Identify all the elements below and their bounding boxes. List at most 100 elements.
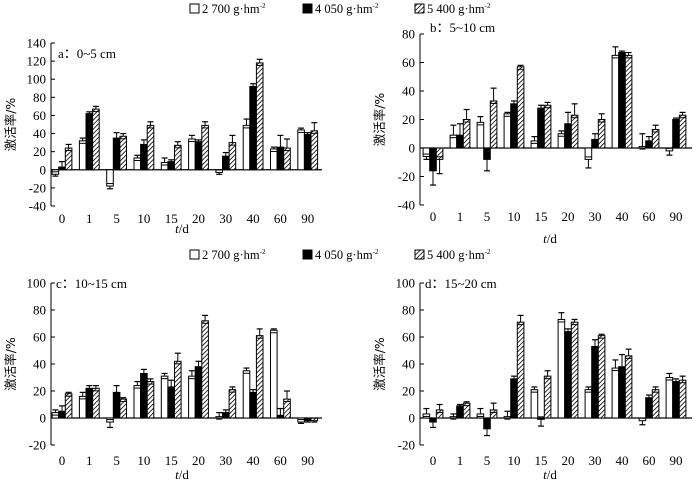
- x-tick-label: 10: [508, 453, 521, 468]
- bar: [92, 387, 100, 419]
- x-tick-label: 90: [301, 211, 314, 226]
- y-tick-label: 140: [27, 36, 47, 51]
- y-tick-label: 120: [27, 54, 47, 69]
- x-tick-label: 15: [535, 209, 548, 224]
- bar: [462, 119, 471, 149]
- legend-swatch-solid: [302, 3, 313, 14]
- y-tick-label: 80: [33, 303, 46, 318]
- bar: [483, 147, 491, 160]
- bar: [564, 331, 572, 419]
- bar: [489, 100, 498, 149]
- y-tick-label: 40: [402, 84, 415, 99]
- legend-swatch-solid: [302, 249, 313, 260]
- y-axis-title: 激活率/%: [372, 337, 387, 391]
- bar: [297, 129, 305, 171]
- bar: [584, 389, 593, 419]
- y-tick-label: 40: [33, 126, 46, 141]
- bar: [516, 66, 525, 149]
- legend-label-exponent: -2: [485, 2, 491, 10]
- x-axis-title: t/d: [543, 231, 557, 246]
- x-tick-label: 15: [535, 453, 548, 468]
- x-tick-label: 90: [301, 453, 314, 468]
- y-tick-label: 60: [33, 108, 46, 123]
- y-tick-label: 80: [33, 90, 46, 105]
- bar: [303, 133, 312, 171]
- bar: [422, 147, 431, 158]
- y-tick-label: -40: [29, 199, 46, 214]
- x-axis-title-var: t: [543, 231, 547, 246]
- y-axis-title: 激活率/%: [3, 98, 18, 152]
- y-tick-label: 80: [402, 27, 415, 42]
- y-tick-label: 80: [402, 303, 415, 318]
- bar: [611, 367, 620, 419]
- bar: [64, 147, 73, 171]
- legend-label-exponent: -2: [373, 2, 379, 10]
- bar: [456, 405, 464, 419]
- bar: [591, 138, 599, 149]
- bar: [167, 161, 175, 171]
- x-tick-label: 20: [562, 453, 575, 468]
- bar: [249, 85, 257, 171]
- x-tick-label: 5: [113, 211, 120, 226]
- x-tick-label: 1: [457, 453, 464, 468]
- legend: 2 700 g·hm-2 4 050 g·hm-2 5 400 g·hm-2: [189, 248, 491, 262]
- x-tick-label: 60: [643, 209, 656, 224]
- bar: [516, 321, 525, 419]
- bar: [78, 140, 87, 171]
- bar: [456, 134, 464, 149]
- x-tick-label: 0: [59, 211, 66, 226]
- x-tick-label: 20: [192, 453, 205, 468]
- bar: [537, 417, 545, 420]
- x-axis-title-unit: /d: [179, 221, 190, 236]
- bar: [665, 377, 674, 419]
- bar: [570, 114, 579, 149]
- bar: [133, 385, 142, 419]
- bar: [435, 409, 444, 419]
- bar: [228, 142, 237, 171]
- bar: [449, 134, 458, 149]
- bar: [618, 366, 626, 419]
- y-tick-label: -20: [29, 438, 46, 453]
- x-axis-title-var: t: [175, 221, 179, 236]
- bar: [510, 103, 518, 149]
- x-tick-label: 60: [274, 453, 287, 468]
- bar: [112, 391, 121, 419]
- bar: [570, 321, 579, 419]
- y-tick-label: 100: [396, 276, 416, 291]
- bar: [112, 137, 121, 171]
- bar: [557, 318, 566, 419]
- x-axis-title-var: t: [175, 467, 179, 482]
- bar: [672, 381, 680, 419]
- bar: [435, 147, 444, 160]
- bar: [242, 370, 251, 419]
- legend-swatch-open: [189, 249, 200, 260]
- legend-label: 5 400 g·hm-2: [427, 248, 491, 262]
- bar: [597, 335, 606, 419]
- y-tick-label: -40: [398, 198, 415, 213]
- bar: [167, 386, 175, 419]
- y-tick-label: 60: [33, 330, 46, 345]
- y-tick-label: 20: [402, 384, 415, 399]
- legend-swatch-open: [189, 3, 200, 14]
- bar: [194, 366, 203, 419]
- x-tick-label: 1: [86, 211, 93, 226]
- bar: [672, 119, 680, 149]
- x-tick-label: 40: [247, 211, 260, 226]
- bar: [255, 335, 264, 419]
- legend-label: 5 400 g·hm-2: [427, 2, 491, 16]
- bar: [58, 410, 66, 419]
- x-tick-label: 30: [219, 211, 232, 226]
- y-tick-label: 40: [402, 357, 415, 372]
- legend-label-exponent: -2: [373, 248, 379, 256]
- bar: [188, 138, 196, 171]
- bar: [140, 372, 148, 419]
- bar: [249, 391, 257, 419]
- bar: [624, 355, 633, 419]
- x-axis-title-unit: /d: [547, 467, 558, 482]
- x-tick-label: 5: [113, 453, 120, 468]
- x-tick-label: 20: [192, 211, 205, 226]
- y-tick-label: 60: [402, 330, 415, 345]
